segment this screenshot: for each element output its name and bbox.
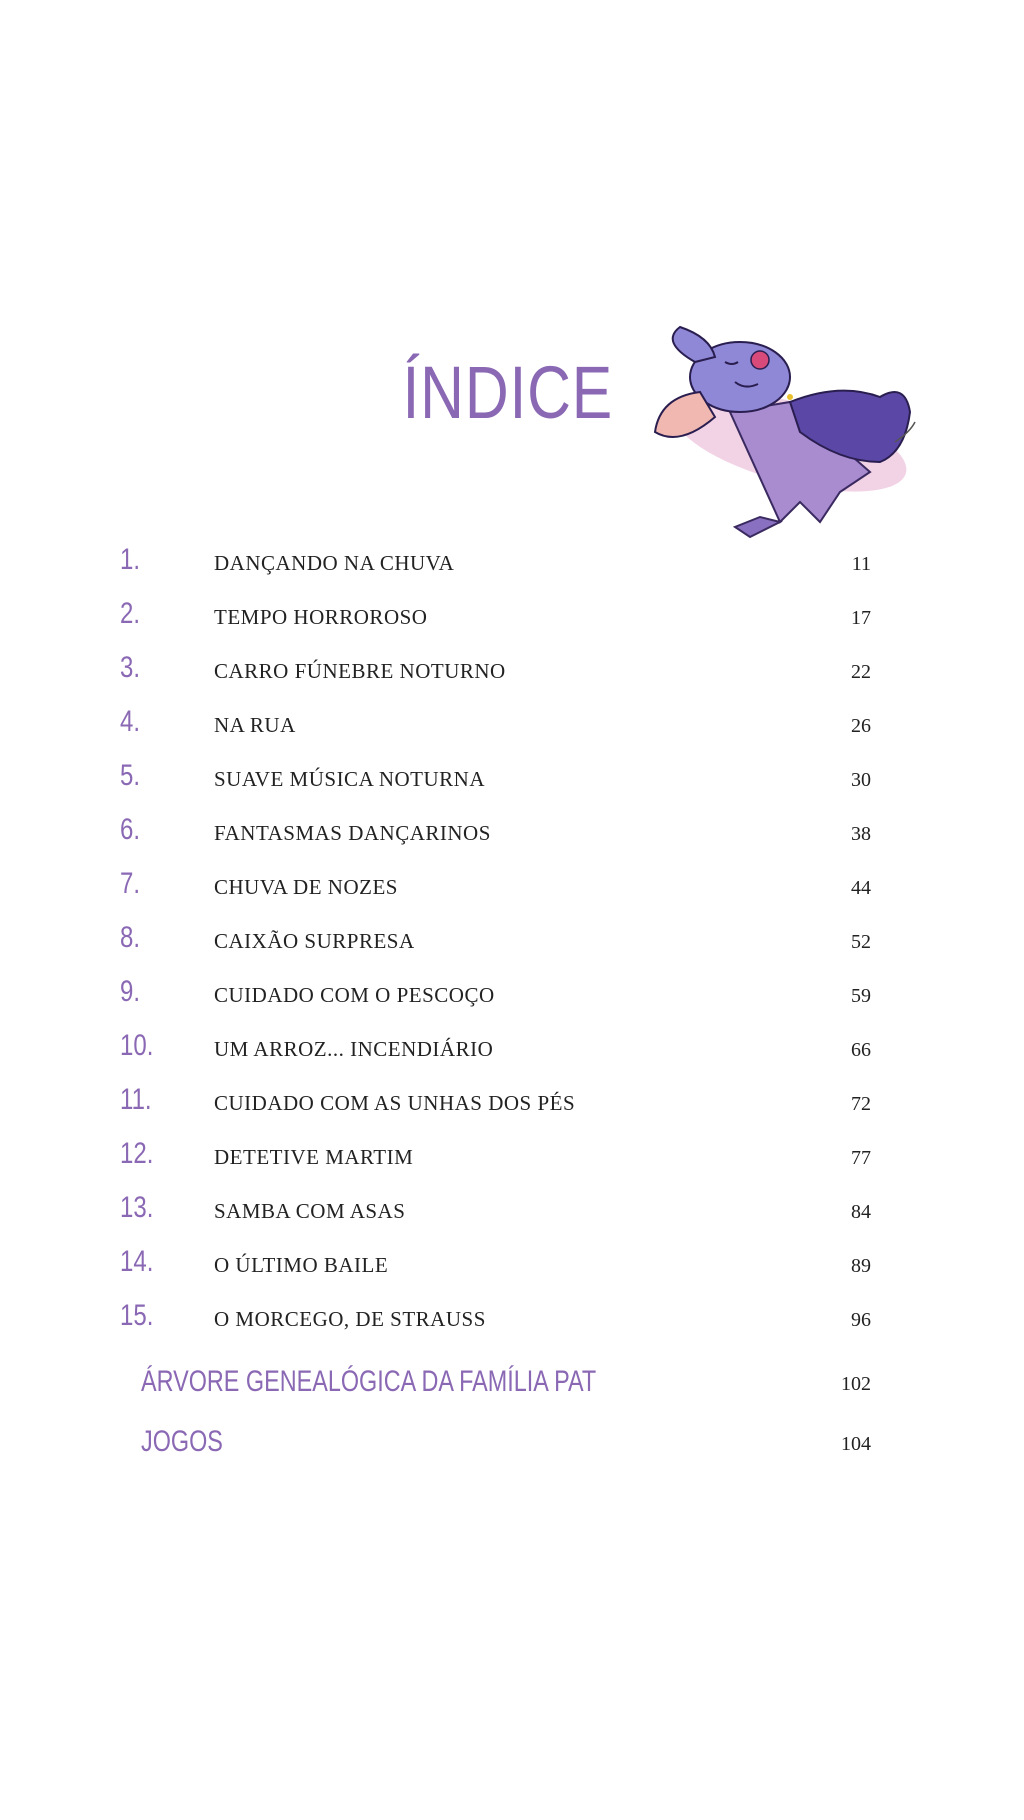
- chapter-title: DANÇANDO NA CHUVA: [214, 551, 455, 575]
- page-number: 44: [851, 877, 871, 899]
- page-number: 89: [851, 1255, 871, 1277]
- chapter-number: 13.: [120, 1191, 154, 1224]
- chapter-title: NA RUA: [214, 713, 296, 737]
- chapter-number: 6.: [120, 813, 141, 846]
- chapter-title: FANTASMAS DANÇARINOS: [214, 821, 491, 845]
- page-number: 77: [851, 1147, 871, 1169]
- section-title: JOGOS: [141, 1425, 223, 1458]
- chapter-number: 8.: [120, 921, 141, 954]
- chapter-title: CARRO FÚNEBRE NOTURNO: [214, 659, 506, 683]
- toc-entry[interactable]: 1. DANÇANDO NA CHUVA 11: [0, 541, 1024, 595]
- chapter-title: O MORCEGO, DE STRAUSS: [214, 1307, 486, 1331]
- page-number: 72: [851, 1093, 871, 1115]
- toc-entry[interactable]: 10. UM ARROZ... INCENDIÁRIO 66: [0, 1027, 1024, 1081]
- chapter-number: 5.: [120, 759, 141, 792]
- toc-entry[interactable]: 15. O MORCEGO, DE STRAUSS 96: [0, 1297, 1024, 1351]
- page-number: 104: [841, 1433, 871, 1455]
- chapter-title: TEMPO HORROROSO: [214, 605, 428, 629]
- toc-entry[interactable]: 2. TEMPO HORROROSO 17: [0, 595, 1024, 649]
- page-number: 96: [851, 1309, 871, 1331]
- toc-entry[interactable]: 4. NA RUA 26: [0, 703, 1024, 757]
- chapter-title: O ÚLTIMO BAILE: [214, 1253, 389, 1277]
- toc-entry[interactable]: 12. DETETIVE MARTIM 77: [0, 1135, 1024, 1189]
- toc-entry[interactable]: 8. CAIXÃO SURPRESA 52: [0, 919, 1024, 973]
- page-number: 66: [851, 1039, 871, 1061]
- chapter-title: CAIXÃO SURPRESA: [214, 929, 415, 953]
- chapter-number: 10.: [120, 1029, 154, 1062]
- page-number: 38: [851, 823, 871, 845]
- chapter-title: UM ARROZ... INCENDIÁRIO: [214, 1037, 494, 1061]
- page-number: 59: [851, 985, 871, 1007]
- chapter-number: 1.: [120, 543, 141, 576]
- toc-extra-entry[interactable]: JOGOS 104: [0, 1421, 1024, 1475]
- toc-entry[interactable]: 9. CUIDADO COM O PESCOÇO 59: [0, 973, 1024, 1027]
- chapter-number: 2.: [120, 597, 141, 630]
- page-number: 26: [851, 715, 871, 737]
- toc-entry[interactable]: 7. CHUVA DE NOZES 44: [0, 865, 1024, 919]
- toc-extra-entry[interactable]: ÁRVORE GENEALÓGICA DA FAMÍLIA PAT 102: [0, 1361, 1024, 1415]
- toc-entry[interactable]: 3. CARRO FÚNEBRE NOTURNO 22: [0, 649, 1024, 703]
- chapter-title: DETETIVE MARTIM: [214, 1145, 414, 1169]
- chapter-number: 4.: [120, 705, 141, 738]
- chapter-title: SAMBA COM ASAS: [214, 1199, 406, 1223]
- chapter-number: 15.: [120, 1299, 154, 1332]
- chapter-title: SUAVE MÚSICA NOTURNA: [214, 767, 485, 791]
- page-number: 11: [851, 553, 871, 575]
- page-number: 22: [851, 661, 871, 683]
- chapter-title: CUIDADO COM O PESCOÇO: [214, 983, 495, 1007]
- page-number: 102: [841, 1373, 871, 1395]
- page-number: 17: [851, 607, 871, 629]
- page-number: 52: [851, 931, 871, 953]
- page-number: 30: [851, 769, 871, 791]
- chapter-title: CHUVA DE NOZES: [214, 875, 398, 899]
- sleeping-bat-illustration: [653, 325, 916, 539]
- chapter-number: 11.: [120, 1083, 152, 1116]
- chapter-title: CUIDADO COM AS UNHAS DOS PÉS: [214, 1091, 576, 1115]
- chapter-number: 3.: [120, 651, 141, 684]
- toc-entry[interactable]: 5. SUAVE MÚSICA NOTURNA 30: [0, 757, 1024, 811]
- page-number: 84: [851, 1201, 871, 1223]
- toc-entry[interactable]: 13. SAMBA COM ASAS 84: [0, 1189, 1024, 1243]
- chapter-number: 9.: [120, 975, 141, 1008]
- section-title: ÁRVORE GENEALÓGICA DA FAMÍLIA PAT: [141, 1365, 597, 1398]
- page-title: ÍNDICE: [402, 351, 614, 434]
- chapter-number: 14.: [120, 1245, 154, 1278]
- toc-entry[interactable]: 14. O ÚLTIMO BAILE 89: [0, 1243, 1024, 1297]
- toc-entry[interactable]: 11. CUIDADO COM AS UNHAS DOS PÉS 72: [0, 1081, 1024, 1135]
- toc-entry[interactable]: 6. FANTASMAS DANÇARINOS 38: [0, 811, 1024, 865]
- chapter-number: 12.: [120, 1137, 154, 1170]
- chapter-number: 7.: [120, 867, 141, 900]
